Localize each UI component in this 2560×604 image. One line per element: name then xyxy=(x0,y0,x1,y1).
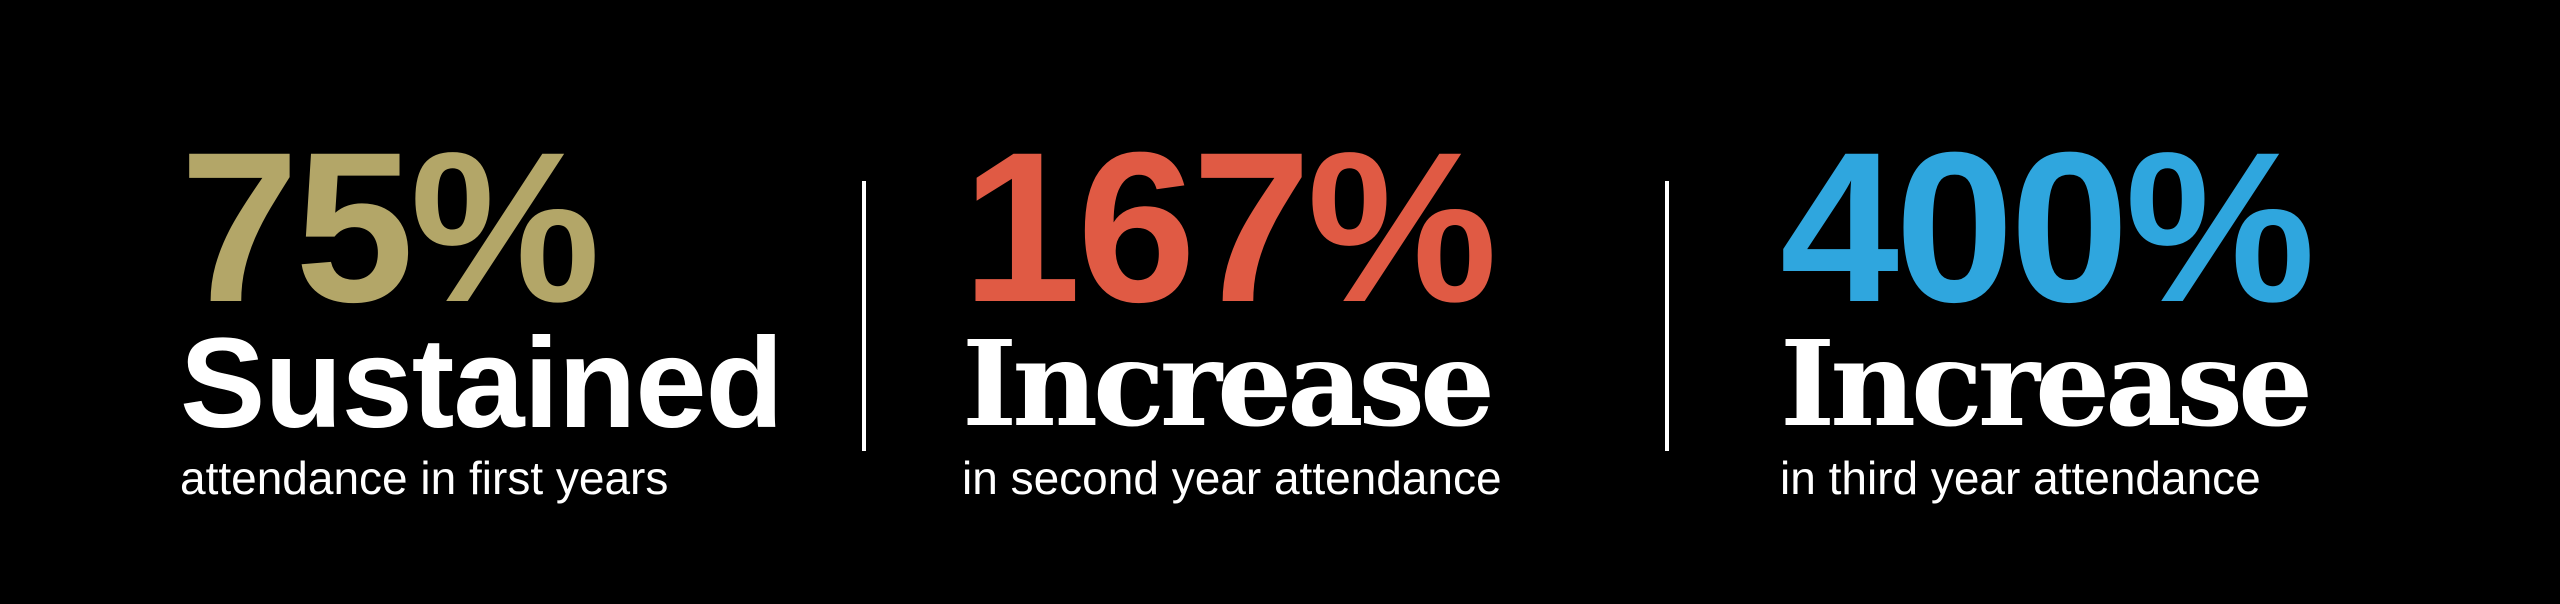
stat-value: 167% xyxy=(962,108,1497,347)
divider xyxy=(862,181,866,451)
stat-headline: Increase xyxy=(962,314,1495,453)
stat-second-year: 167% Increase in second year attendance xyxy=(962,108,1502,508)
stat-caption: in second year attendance xyxy=(962,452,1502,504)
stat-headline: Increase xyxy=(1780,314,2313,453)
stat-caption: in third year attendance xyxy=(1780,452,2261,504)
stat-value: 400% xyxy=(1780,108,2315,347)
divider xyxy=(1665,181,1669,451)
stat-third-year: 400% Increase in third year attendance xyxy=(1780,108,2315,508)
stat-caption: attendance in first years xyxy=(180,452,669,504)
stat-headline: Sustained xyxy=(180,312,784,455)
stat-sustained: 75% Sustained attendance in first years xyxy=(180,108,784,508)
stat-value: 75% xyxy=(180,108,600,347)
